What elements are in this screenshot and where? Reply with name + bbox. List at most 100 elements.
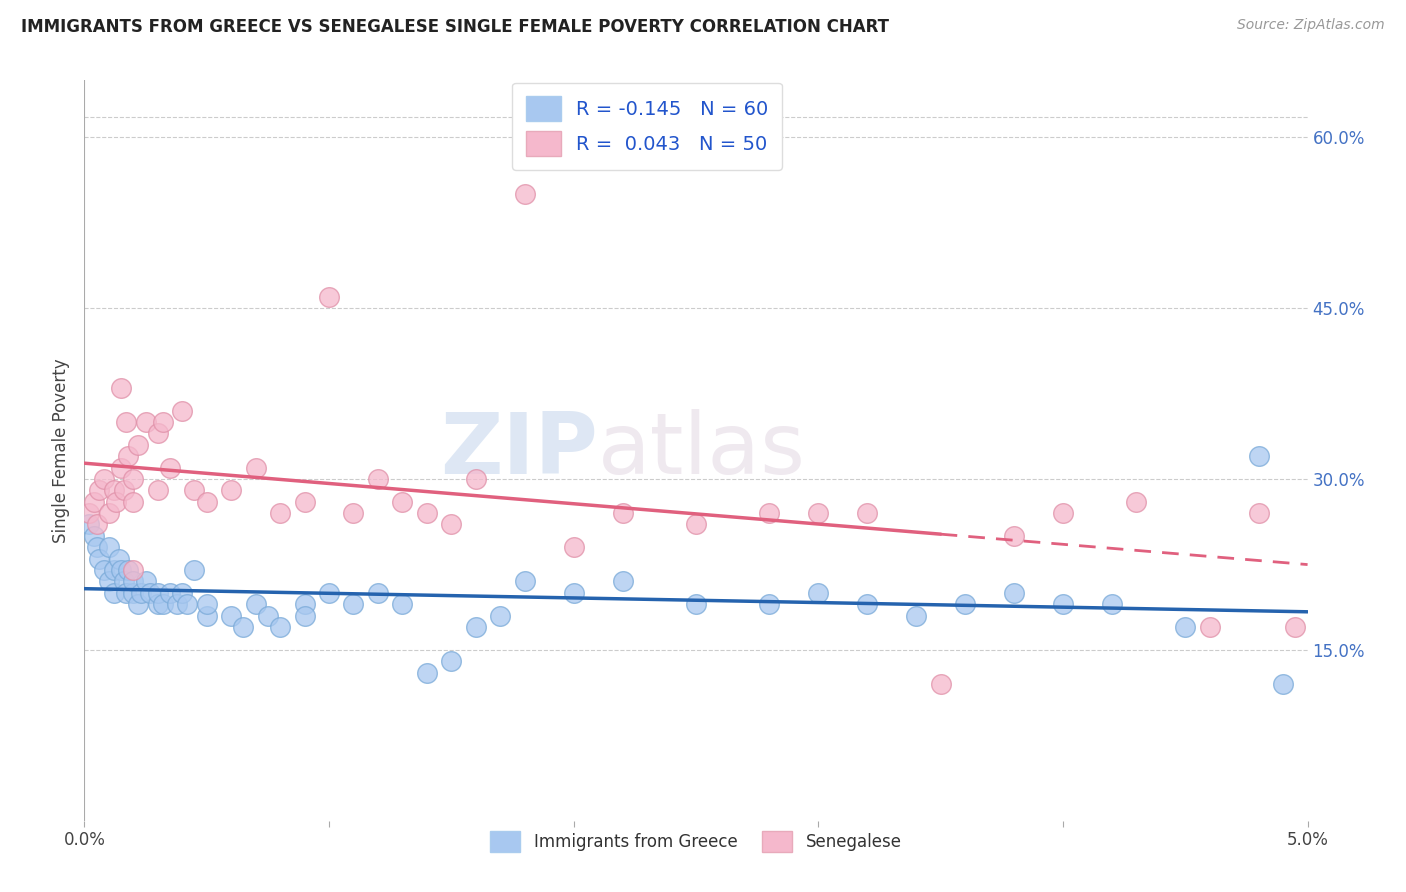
Point: [807, 586, 830, 600]
Point: [562, 586, 585, 600]
Point: [391, 597, 413, 611]
Point: [127, 597, 149, 611]
Point: [129, 586, 152, 600]
Point: [758, 597, 780, 611]
Point: [77, 506, 100, 520]
Point: [612, 574, 634, 589]
Point: [86, 517, 108, 532]
Point: [110, 563, 132, 577]
Point: [1101, 597, 1123, 611]
Point: [294, 494, 316, 508]
Point: [1198, 620, 1220, 634]
Point: [416, 506, 439, 520]
Point: [97, 506, 120, 520]
Point: [953, 597, 976, 611]
Point: [110, 460, 132, 475]
Point: [195, 608, 218, 623]
Point: [1052, 597, 1074, 611]
Point: [139, 586, 162, 600]
Point: [367, 586, 389, 600]
Point: [464, 620, 486, 634]
Point: [122, 472, 145, 486]
Point: [1002, 529, 1025, 543]
Point: [93, 472, 115, 486]
Point: [294, 597, 316, 611]
Point: [440, 517, 463, 532]
Point: [87, 551, 110, 566]
Point: [856, 506, 879, 520]
Point: [440, 654, 463, 668]
Point: [146, 597, 169, 611]
Point: [464, 472, 486, 486]
Point: [685, 597, 707, 611]
Point: [110, 381, 132, 395]
Point: [1002, 586, 1025, 600]
Point: [1125, 494, 1147, 508]
Point: [146, 426, 169, 441]
Point: [856, 597, 879, 611]
Point: [172, 586, 194, 600]
Point: [83, 529, 105, 543]
Point: [562, 541, 585, 555]
Point: [122, 494, 145, 508]
Point: [318, 290, 340, 304]
Point: [1247, 506, 1270, 520]
Point: [172, 403, 194, 417]
Point: [112, 483, 135, 498]
Point: [122, 563, 145, 577]
Point: [929, 677, 952, 691]
Point: [135, 574, 157, 589]
Point: [86, 541, 108, 555]
Point: [159, 586, 181, 600]
Text: ZIP: ZIP: [440, 409, 598, 492]
Point: [905, 608, 928, 623]
Point: [107, 551, 129, 566]
Point: [103, 563, 125, 577]
Point: [1052, 506, 1074, 520]
Point: [159, 460, 181, 475]
Point: [489, 608, 512, 623]
Point: [122, 586, 145, 600]
Point: [135, 415, 157, 429]
Point: [318, 586, 340, 600]
Point: [513, 187, 536, 202]
Point: [367, 472, 389, 486]
Point: [146, 586, 169, 600]
Point: [103, 483, 125, 498]
Point: [391, 494, 413, 508]
Point: [219, 483, 242, 498]
Point: [115, 586, 138, 600]
Point: [195, 494, 218, 508]
Point: [112, 574, 135, 589]
Point: [1247, 449, 1270, 463]
Point: [1284, 620, 1306, 634]
Point: [342, 597, 364, 611]
Text: IMMIGRANTS FROM GREECE VS SENEGALESE SINGLE FEMALE POVERTY CORRELATION CHART: IMMIGRANTS FROM GREECE VS SENEGALESE SIN…: [21, 18, 889, 36]
Point: [416, 665, 439, 680]
Point: [183, 483, 205, 498]
Point: [807, 506, 830, 520]
Point: [152, 597, 174, 611]
Text: atlas: atlas: [598, 409, 806, 492]
Point: [195, 597, 218, 611]
Point: [513, 574, 536, 589]
Point: [1272, 677, 1295, 691]
Point: [152, 415, 174, 429]
Point: [232, 620, 254, 634]
Point: [146, 483, 169, 498]
Point: [685, 517, 707, 532]
Point: [219, 608, 242, 623]
Point: [612, 506, 634, 520]
Point: [758, 506, 780, 520]
Point: [183, 563, 205, 577]
Point: [105, 494, 128, 508]
Point: [115, 415, 138, 429]
Point: [269, 506, 291, 520]
Point: [87, 483, 110, 498]
Point: [83, 494, 105, 508]
Point: [1174, 620, 1197, 634]
Point: [77, 517, 100, 532]
Point: [257, 608, 280, 623]
Point: [93, 563, 115, 577]
Point: [245, 597, 267, 611]
